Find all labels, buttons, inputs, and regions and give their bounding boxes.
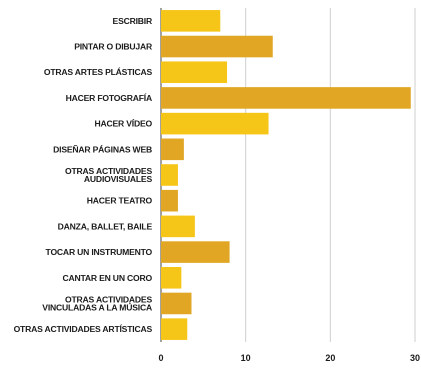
category-label: OTRAS ACTIVIDADES ARTÍSTICAS	[14, 324, 153, 334]
category-label: OTRAS ACTIVIDADES VINCULADAS A LA MÚSICA	[42, 294, 152, 312]
category-label: OTRAS ACTIVIDADES AUDIOVISUALES	[65, 166, 152, 184]
bar	[161, 318, 188, 340]
category-label: DISEÑAR PÁGINAS WEB	[53, 144, 152, 154]
bar	[161, 61, 228, 84]
x-tick-label: 0	[158, 353, 163, 363]
category-label: DANZA, BALLET, BAILE	[58, 221, 153, 231]
bar	[161, 138, 184, 161]
category-labels: ESCRIBIR PINTAR O DIBUJAR OTRAS ARTES PLÁS…	[14, 16, 154, 334]
bar	[161, 189, 178, 212]
category-label: HACER VÍDEO	[95, 119, 153, 129]
category-label: PINTAR O DIBUJAR	[74, 42, 153, 52]
x-tick-label: 10	[241, 353, 251, 363]
bar	[161, 292, 192, 315]
category-label: HACER FOTOGRAFÍA	[66, 93, 152, 103]
category-label: HACER TEATRO	[87, 196, 153, 206]
bar	[161, 241, 230, 263]
bar	[161, 164, 178, 186]
bar	[161, 112, 269, 135]
bar	[161, 10, 221, 32]
bar	[161, 35, 273, 58]
category-label: OTRAS ARTES PLÁSTICAS	[44, 67, 153, 77]
category-label: ESCRIBIR	[113, 16, 153, 26]
category-label: TOCAR UN INSTRUMENTO	[46, 247, 153, 257]
gridlines	[160, 8, 416, 342]
bar	[161, 266, 182, 289]
bar	[161, 215, 195, 238]
bar	[161, 87, 411, 109]
category-label: CANTAR EN UN CORO	[62, 273, 152, 283]
bars	[161, 10, 411, 340]
x-tick-label: 30	[410, 353, 420, 363]
x-tick-labels: 0 10 20 30	[158, 353, 420, 363]
x-tick-label: 20	[325, 353, 335, 363]
